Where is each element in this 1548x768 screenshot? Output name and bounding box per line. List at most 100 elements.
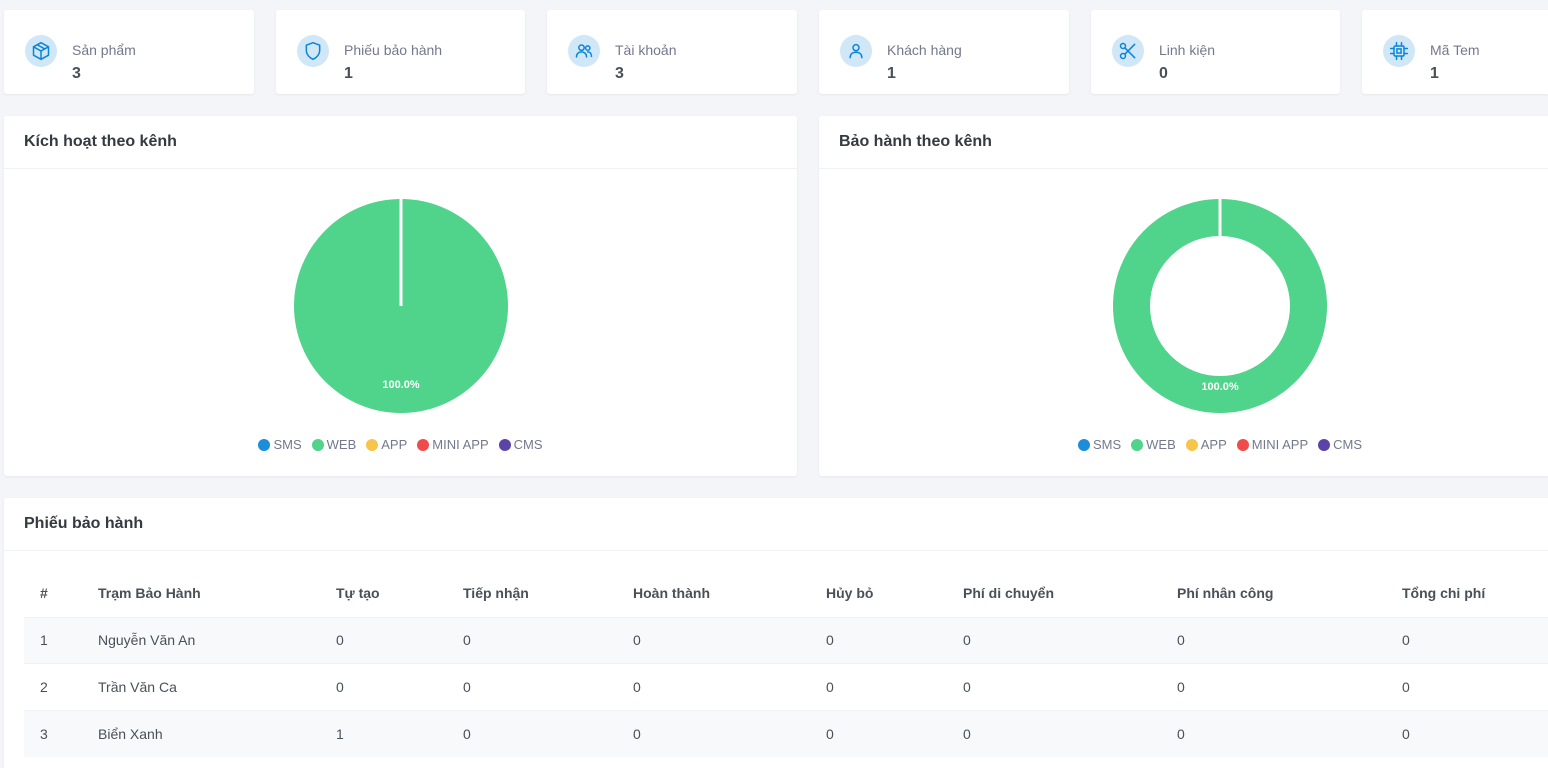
stat-value: 0 [1159, 65, 1168, 82]
stat-value: 1 [1430, 65, 1439, 82]
pie-slice-web[interactable] [1113, 199, 1327, 413]
legend-label: SMS [1092, 437, 1122, 452]
stat-label: Linh kiện [1159, 42, 1216, 58]
legend-item-sms[interactable]: SMS [1077, 437, 1122, 452]
table-cell: Biển Xanh [82, 709, 320, 757]
stat-card-warranty[interactable]: Phiếu bảo hành 1 [276, 10, 525, 94]
table-cell: 0 [810, 663, 947, 710]
panel-title: Kích hoạt theo kênh [4, 116, 797, 169]
legend-marker [1131, 438, 1144, 451]
legend-marker [498, 438, 511, 451]
warranty-table: # Trạm Bảo Hành Tự tạo Tiếp nhận Hoàn th… [24, 570, 1548, 757]
column-header[interactable]: Hủy bỏ [826, 585, 874, 602]
column-header[interactable]: Tiếp nhận [463, 585, 529, 602]
table-cell: 1 [320, 709, 447, 757]
table-cell: 0 [617, 663, 810, 710]
activation-channel-panel: Kích hoạt theo kênh 100.0% SMS WEB APP MINI… [4, 116, 797, 476]
stat-card-tem-code[interactable]: Mã Tem 1 [1362, 10, 1548, 94]
column-header[interactable]: Phí di chuyển [963, 585, 1055, 602]
table-cell: 0 [947, 709, 1161, 757]
warranty-channel-panel: Bảo hành theo kênh 100.0% SMS WEB APP MINI … [819, 116, 1548, 476]
table-cell: Nguyễn Văn An [82, 616, 320, 664]
legend-item-sms[interactable]: SMS [258, 437, 302, 452]
column-header[interactable]: Tự tạo [336, 585, 380, 602]
legend-marker [366, 438, 379, 451]
legend-item-cms[interactable]: CMS [1318, 437, 1362, 452]
stat-value: 1 [887, 65, 896, 82]
legend-marker [1318, 438, 1331, 451]
user-icon [840, 35, 872, 67]
table-cell: 0 [1161, 616, 1386, 664]
table-cell: 0 [320, 663, 447, 710]
table-header-row: # Trạm Bảo Hành Tự tạo Tiếp nhận Hoàn th… [24, 570, 1548, 617]
column-header[interactable]: # [40, 585, 48, 602]
legend-item-web[interactable]: WEB [1131, 437, 1176, 452]
legend-label: MINI APP [432, 437, 489, 452]
table-cell: 0 [810, 709, 947, 757]
table-cell: 2 [24, 663, 82, 710]
stat-value: 3 [72, 65, 81, 82]
table-cell: 1 [24, 616, 82, 664]
panel-title: Bảo hành theo kênh [819, 116, 1548, 169]
table-cell: 0 [447, 616, 617, 664]
warranty-table-panel: Phiếu bảo hành # Trạm Bảo Hành Tự tạo Ti… [4, 498, 1548, 768]
table-row[interactable]: 1 Nguyễn Văn An 0 0 0 0 0 0 0 [24, 616, 1548, 664]
legend-label: MINI APP [1251, 437, 1309, 452]
stat-card-components[interactable]: Linh kiện 0 [1091, 10, 1340, 94]
stat-label: Phiếu bảo hành [344, 42, 443, 58]
legend-item-mini-app[interactable]: MINI APP [417, 437, 489, 452]
stat-card-accounts[interactable]: Tài khoản 3 [547, 10, 797, 94]
legend-marker [417, 438, 430, 451]
legend-label: APP [381, 437, 408, 452]
table-cell: 3 [24, 709, 82, 757]
stat-label: Khách hàng [887, 42, 962, 58]
scissors-icon [1112, 35, 1144, 67]
stat-card-products[interactable]: Sản phẩm 3 [4, 10, 254, 94]
table-cell: 0 [320, 616, 447, 664]
pie-data-label: 100.0% [1201, 381, 1239, 393]
stat-card-customers[interactable]: Khách hàng 1 [819, 10, 1069, 94]
legend-item-app[interactable]: APP [1185, 437, 1227, 452]
table-cell: 0 [617, 709, 810, 757]
table-cell: 0 [1161, 709, 1386, 757]
warranty-donut-chart: 100.0% [1113, 198, 1327, 413]
table-cell: 0 [1386, 663, 1548, 710]
table-row[interactable]: 3 Biển Xanh 1 0 0 0 0 0 0 [24, 709, 1548, 757]
table-cell: 0 [447, 663, 617, 710]
chart-legend: SMS WEB APP MINI APP CMS [819, 437, 1548, 452]
table-cell: 0 [947, 616, 1161, 664]
stat-value: 1 [344, 65, 353, 82]
legend-item-web[interactable]: WEB [311, 437, 357, 452]
table-cell: 0 [617, 616, 810, 664]
table-cell: 0 [810, 616, 947, 664]
activation-pie-chart: 100.0% [294, 198, 508, 413]
table-cell: 0 [947, 663, 1161, 710]
stat-label: Mã Tem [1430, 42, 1480, 58]
chart-legend: SMS WEB APP MINI APP CMS [4, 437, 797, 452]
legend-label: WEB [1146, 437, 1176, 452]
stat-label: Sản phẩm [72, 42, 136, 58]
shield-icon [297, 35, 329, 67]
legend-label: WEB [326, 437, 357, 452]
legend-item-mini-app[interactable]: MINI APP [1236, 437, 1309, 452]
cube-icon [25, 35, 57, 67]
legend-item-app[interactable]: APP [366, 437, 407, 452]
table-cell: Trần Văn Ca [82, 663, 320, 710]
legend-label: CMS [1333, 437, 1363, 452]
table-cell: 0 [1386, 616, 1548, 664]
table-cell: 0 [1386, 709, 1548, 757]
legend-item-cms[interactable]: CMS [498, 437, 543, 452]
table-row[interactable]: 2 Trần Văn Ca 0 0 0 0 0 0 0 [24, 663, 1548, 710]
legend-marker [258, 438, 271, 451]
legend-marker [1185, 438, 1198, 451]
chip-icon [1383, 35, 1415, 67]
column-header[interactable]: Trạm Bảo Hành [98, 585, 201, 602]
column-header[interactable]: Phí nhân công [1177, 585, 1274, 602]
stat-label: Tài khoản [615, 42, 677, 58]
panel-title: Phiếu bảo hành [4, 498, 1548, 551]
column-header[interactable]: Hoàn thành [633, 585, 710, 602]
legend-marker [1077, 438, 1090, 451]
column-header[interactable]: Tổng chi phí [1402, 585, 1486, 602]
legend-marker [311, 438, 324, 451]
pie-data-label: 100.0% [382, 379, 420, 391]
